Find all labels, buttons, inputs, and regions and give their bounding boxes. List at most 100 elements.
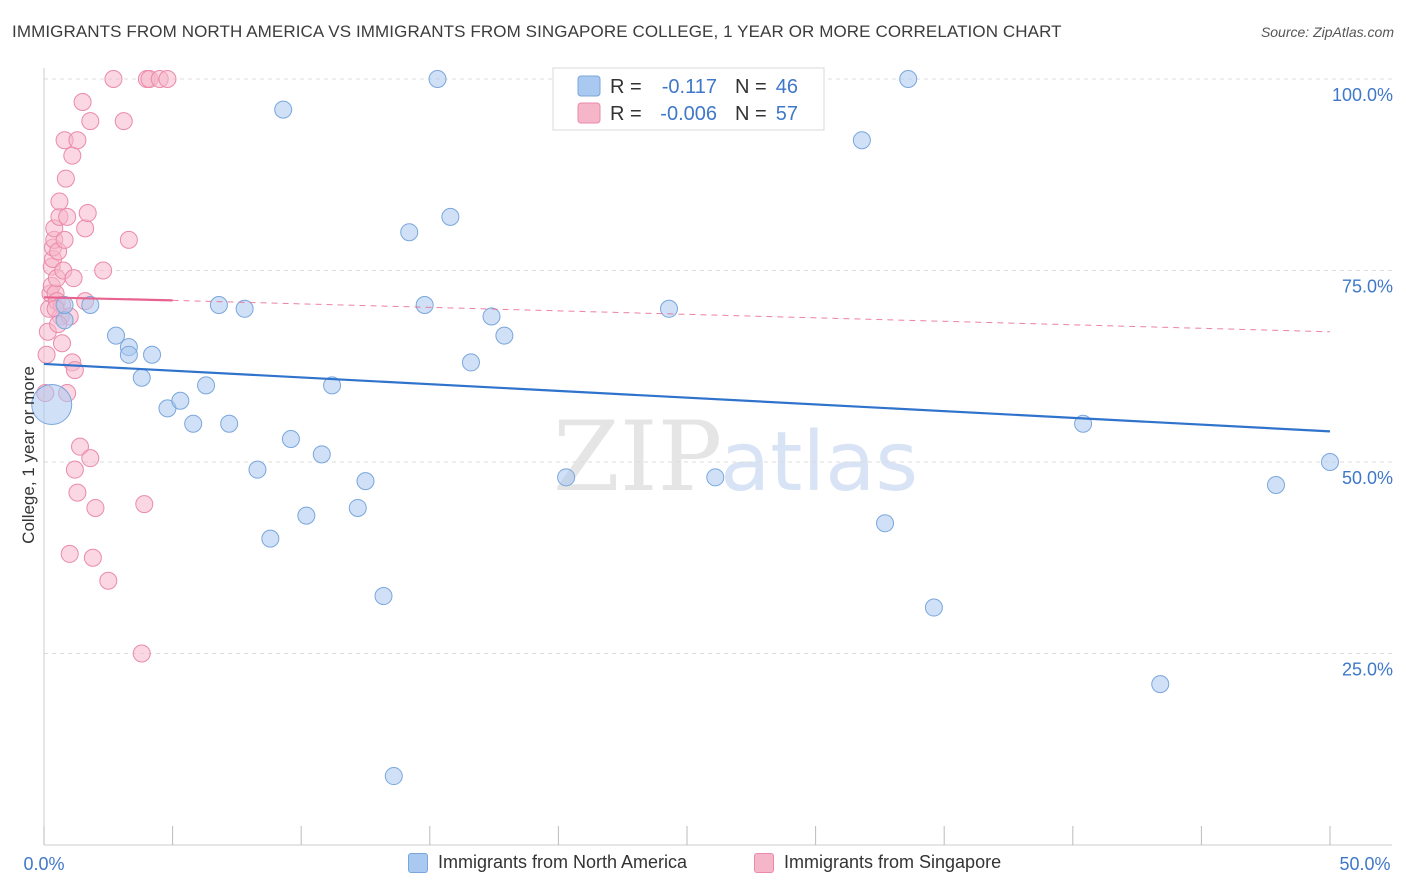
legend-r-value-1: -0.117	[662, 76, 717, 98]
legend-item-north-america: Immigrants from North America	[408, 852, 687, 873]
data-point-north-america	[197, 376, 216, 395]
data-point-north-america	[1321, 453, 1339, 471]
data-point-north-america	[428, 70, 447, 88]
data-point-north-america	[274, 100, 293, 119]
data-point-north-america	[852, 131, 871, 150]
data-point-north-america	[81, 295, 100, 314]
data-point-north-america	[384, 767, 403, 786]
data-point-singapore	[132, 644, 151, 663]
legend-swatch-blue	[408, 852, 428, 873]
legend-n-label-1: N =	[735, 76, 767, 98]
legend-swatch-singapore	[577, 102, 601, 124]
data-point-north-america	[356, 472, 375, 491]
data-point-north-america	[297, 506, 316, 525]
data-point-north-america	[557, 468, 576, 487]
x-tick-label-end: 50.0%	[1339, 854, 1390, 874]
data-point-singapore	[68, 131, 87, 150]
data-point-north-america	[706, 468, 725, 487]
y-tick-label: 100.0%	[1332, 85, 1393, 105]
trend-line-singapore-extrapolated	[172, 299, 1331, 333]
data-point-north-america	[55, 311, 74, 330]
legend-label-north-america: Immigrants from North America	[438, 852, 688, 872]
data-point-singapore	[94, 261, 113, 280]
data-point-singapore	[119, 230, 138, 249]
correlation-legend: R = -0.117 N = 46 R = -0.006 N = 57	[552, 67, 825, 131]
gridlines	[44, 78, 1392, 654]
data-point-north-america	[495, 326, 514, 345]
trend-line-singapore	[43, 296, 173, 302]
data-point-north-america	[143, 345, 162, 364]
legend-r-label-1: R =	[610, 76, 642, 98]
y-tick-label: 25.0%	[1342, 660, 1393, 680]
y-axis-title: College, 1 year or more	[19, 366, 38, 544]
legend-n-label-2: N =	[735, 103, 767, 125]
data-point-north-america	[482, 307, 501, 326]
data-point-singapore	[104, 70, 123, 88]
data-point-north-america	[1151, 675, 1170, 694]
x-tick-label-start: 0.0%	[23, 854, 64, 874]
legend-n-value-2: 57	[776, 103, 798, 125]
data-point-singapore	[53, 334, 72, 353]
data-point-north-america	[899, 70, 918, 88]
data-point-singapore	[37, 345, 56, 364]
axes: 25.0% 50.0% 75.0% 100.0% 0.0% 50.0%	[23, 68, 1393, 874]
trend-lines	[43, 296, 1331, 433]
data-point-north-america	[281, 430, 300, 449]
data-point-north-america	[374, 587, 393, 606]
data-point-singapore	[65, 361, 84, 380]
y-tick-label: 50.0%	[1342, 468, 1393, 488]
series-singapore-points	[36, 70, 177, 663]
legend-r-label-2: R =	[610, 103, 642, 125]
data-point-north-america	[248, 460, 267, 479]
data-point-singapore	[83, 548, 102, 567]
data-point-north-america	[184, 414, 203, 433]
data-point-north-america	[400, 223, 419, 242]
data-point-singapore	[55, 230, 74, 249]
data-point-north-america	[261, 529, 280, 548]
data-point-singapore	[86, 498, 105, 517]
legend-n-value-1: 46	[776, 76, 798, 98]
watermark-zip: ZIP	[553, 401, 722, 513]
data-point-singapore	[65, 460, 84, 479]
data-point-north-america	[171, 391, 190, 410]
data-point-singapore	[78, 204, 97, 223]
data-point-singapore	[71, 437, 90, 456]
data-point-singapore	[56, 169, 75, 188]
legend-r-value-2: -0.006	[660, 103, 717, 125]
data-point-north-america	[220, 414, 239, 433]
data-point-north-america	[55, 295, 74, 314]
data-point-north-america	[107, 326, 126, 345]
data-point-singapore	[81, 112, 100, 131]
legend-item-singapore: Immigrants from Singapore	[754, 852, 1001, 873]
data-point-singapore	[81, 449, 100, 468]
data-point-singapore	[60, 544, 79, 563]
data-point-singapore	[58, 207, 77, 226]
legend-swatch-pink	[754, 852, 774, 873]
data-point-north-america	[119, 345, 138, 364]
data-point-north-america	[441, 207, 460, 226]
data-point-singapore	[63, 146, 82, 165]
data-point-north-america	[659, 299, 678, 318]
data-point-north-america	[461, 353, 480, 372]
data-point-singapore	[114, 112, 133, 131]
series-legend: Immigrants from North America Immigrants…	[0, 852, 1406, 878]
data-point-singapore	[64, 269, 83, 288]
data-point-singapore	[68, 483, 87, 502]
data-point-north-america	[348, 498, 367, 517]
data-point-singapore	[135, 495, 154, 514]
legend-swatch-north-america	[577, 75, 601, 97]
data-point-north-america	[924, 598, 943, 617]
chart-title: IMMIGRANTS FROM NORTH AMERICA VS IMMIGRA…	[12, 22, 1062, 41]
y-tick-label: 75.0%	[1342, 277, 1393, 297]
data-point-north-america	[31, 384, 73, 426]
source-label: Source: ZipAtlas.com	[1260, 24, 1394, 40]
data-point-singapore	[76, 219, 95, 238]
data-point-north-america	[415, 295, 434, 314]
data-point-north-america	[312, 445, 331, 464]
trend-line-north-america	[43, 362, 1331, 433]
series-north-america-points	[31, 70, 1339, 786]
data-point-north-america	[1266, 475, 1285, 494]
data-point-singapore	[73, 92, 92, 111]
data-point-singapore	[158, 70, 177, 88]
